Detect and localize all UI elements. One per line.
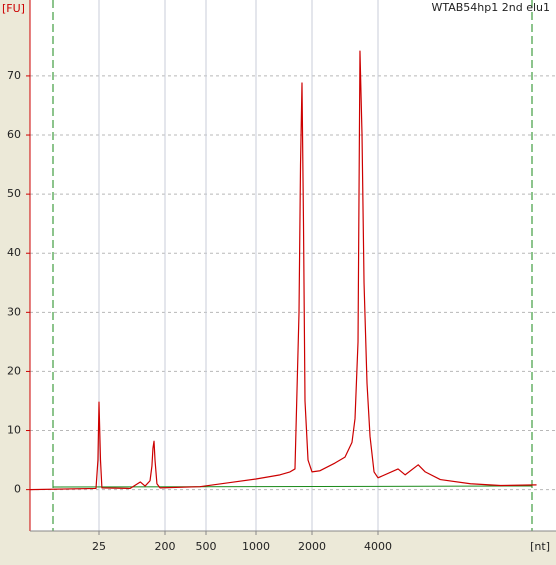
x-tick-label: 2000 [298, 540, 326, 553]
x-tick-label: 500 [196, 540, 217, 553]
x-tick-label: 1000 [242, 540, 270, 553]
y-axis-label: [FU] [2, 2, 25, 15]
grid [30, 0, 556, 531]
plot-area [30, 0, 556, 531]
x-tick-label: 4000 [364, 540, 392, 553]
y-tick-label: 70 [7, 69, 21, 82]
y-tick-label: 30 [7, 305, 21, 318]
trace-line [29, 50, 537, 491]
x-tick-label: 25 [92, 540, 106, 553]
y-tick-label: 40 [7, 246, 21, 259]
y-tick-label: 60 [7, 128, 21, 141]
y-tick-label: 50 [7, 187, 21, 200]
y-tick-label: 20 [7, 364, 21, 377]
x-tick-label: 200 [155, 540, 176, 553]
y-tick-label: 0 [14, 483, 21, 496]
chart-title: WTAB54hp1 2nd elu1 [431, 1, 550, 14]
y-tick-label: 10 [7, 424, 21, 437]
x-axis-label: [nt] [530, 540, 550, 553]
